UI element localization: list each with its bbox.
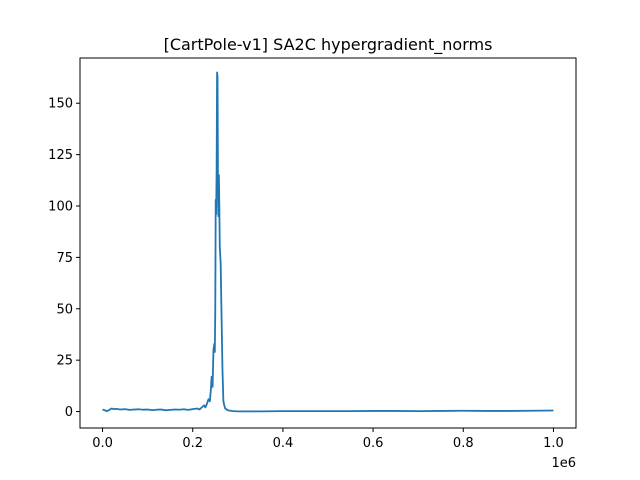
y-tick-label: 75 [56,251,73,266]
x-axis-ticks: 0.0 0.2 0.4 0.6 0.8 1.0 [92,428,564,451]
x-tick-label: 0.0 [92,436,113,451]
x-tick-label: 0.8 [453,436,474,451]
y-tick-label: 25 [56,354,73,369]
y-tick-label: 50 [56,302,73,317]
y-axis-ticks: 0 25 50 75 100 125 150 [48,97,80,420]
y-tick-label: 100 [48,200,73,215]
x-tick-label: 0.2 [182,436,203,451]
series-line [102,71,554,413]
x-tick-label: 1.0 [543,436,564,451]
y-tick-label: 0 [65,405,73,420]
x-offset-label: 1e6 [551,456,576,471]
y-tick-label: 125 [48,148,73,163]
x-tick-label: 0.6 [363,436,384,451]
chart-title: [CartPole-v1] SA2C hypergradient_norms [164,35,493,55]
plot-frame [79,57,577,429]
x-tick-label: 0.4 [273,436,294,451]
y-tick-label: 150 [48,97,73,112]
